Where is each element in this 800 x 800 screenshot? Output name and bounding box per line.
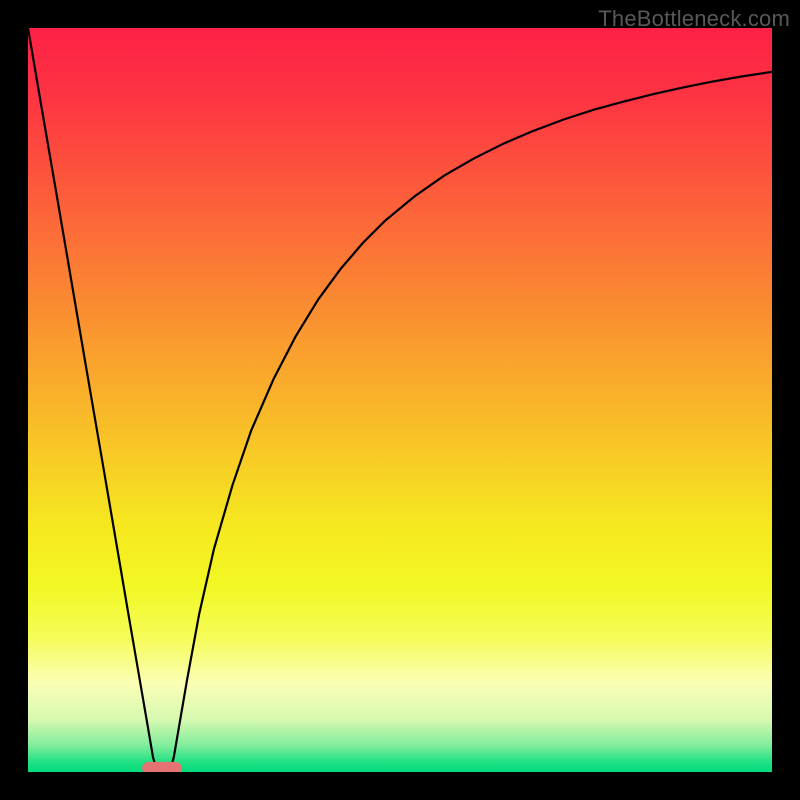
plot-area xyxy=(28,28,772,772)
watermark-text: TheBottleneck.com xyxy=(598,6,790,32)
bottleneck-marker xyxy=(143,762,182,772)
gradient-background xyxy=(28,28,772,772)
chart-container: TheBottleneck.com xyxy=(0,0,800,800)
plot-svg xyxy=(28,28,772,772)
